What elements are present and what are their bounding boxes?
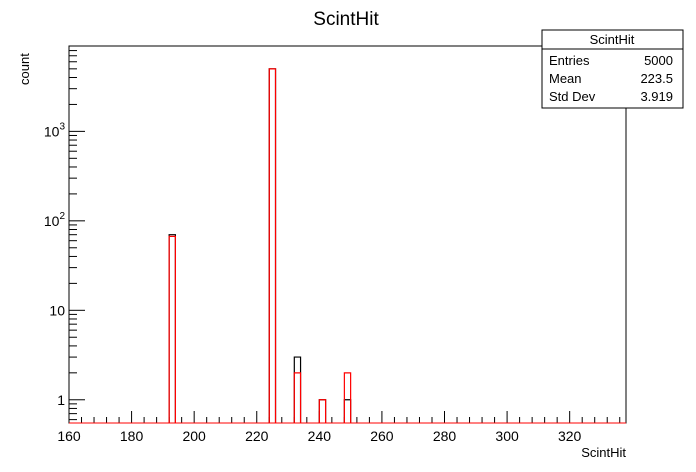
histogram-bar-black (268, 68, 277, 423)
histogram-bar-black (293, 356, 302, 423)
x-tick-label: 320 (558, 428, 582, 444)
stats-stddev-label: Std Dev (549, 89, 596, 104)
stats-mean-value: 223.5 (640, 71, 673, 86)
stats-box: ScintHit Entries 5000 Mean 223.5 Std Dev… (541, 29, 684, 109)
y-tick-label: 103 (44, 121, 66, 139)
stats-stddev-value: 3.919 (640, 89, 673, 104)
x-tick-label: 280 (433, 428, 457, 444)
stats-mean-label: Mean (549, 71, 582, 86)
histogram-bar-red (293, 372, 302, 423)
histogram-bar-red (318, 399, 327, 423)
x-axis-label: ScintHit (581, 445, 626, 460)
x-tick-label: 240 (308, 428, 332, 444)
x-tick-label: 200 (182, 428, 206, 444)
y-tick-label: 10 (49, 302, 65, 318)
x-axis: 160 180 200 220 240 260 280 300 320 (57, 411, 621, 444)
histogram-bar-black (318, 399, 327, 423)
histogram-bar-black (343, 399, 352, 423)
y-axis: 1 10 102 103 (44, 45, 85, 421)
histogram-bar-red (343, 372, 352, 423)
chart-title: ScintHit (313, 9, 379, 30)
histogram-bar-red (268, 68, 277, 423)
histogram-bars (69, 68, 626, 424)
y-axis-label: count (17, 53, 32, 85)
x-tick-label: 220 (245, 428, 269, 444)
x-tick-label: 180 (120, 428, 144, 444)
y-tick-label: 1 (57, 392, 65, 408)
x-tick-label: 160 (57, 428, 81, 444)
x-tick-label: 300 (495, 428, 519, 444)
stats-box-frame (541, 29, 684, 109)
histogram-bar-black (168, 234, 176, 423)
stats-entries-label: Entries (549, 53, 590, 68)
stats-box-title: ScintHit (590, 32, 635, 47)
stats-entries-value: 5000 (644, 53, 673, 68)
y-tick-label: 102 (44, 211, 66, 229)
x-tick-label: 260 (370, 428, 394, 444)
histogram-bar-red (168, 235, 176, 423)
